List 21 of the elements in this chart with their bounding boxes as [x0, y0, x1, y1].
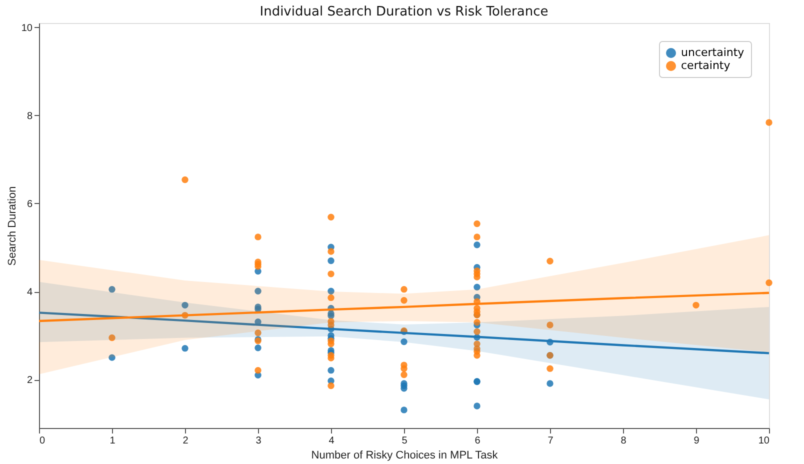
x-tick-label: 8 [620, 436, 627, 446]
x-tick-label: 0 [40, 436, 46, 446]
y-tick-label: 10 [21, 22, 33, 34]
y-axis-title: Search Duration [6, 186, 18, 266]
x-tick-label: 10 [758, 436, 770, 446]
y-tick-label: 6 [26, 198, 33, 210]
x-tick-label: 6 [474, 436, 481, 446]
x-tick-label: 7 [548, 436, 554, 446]
x-tick-label: 9 [694, 436, 700, 446]
x-tick-label: 2 [182, 436, 189, 446]
x-tick-label: 4 [328, 436, 335, 446]
x-tick-label: 1 [110, 436, 116, 446]
x-axis-title: Number of Risky Choices in MPL Task [311, 450, 498, 462]
y-tick-label: 4 [26, 287, 33, 298]
x-tick-label: 3 [256, 436, 262, 446]
legend-label: uncertainty [681, 46, 745, 59]
y-tick-label: 2 [26, 375, 33, 386]
chart-title: Individual Search Duration vs Risk Tolerance [260, 4, 548, 20]
legend-label: certainty [681, 59, 731, 72]
x-tick-label: 5 [402, 436, 408, 446]
y-tick-label: 8 [26, 110, 33, 122]
